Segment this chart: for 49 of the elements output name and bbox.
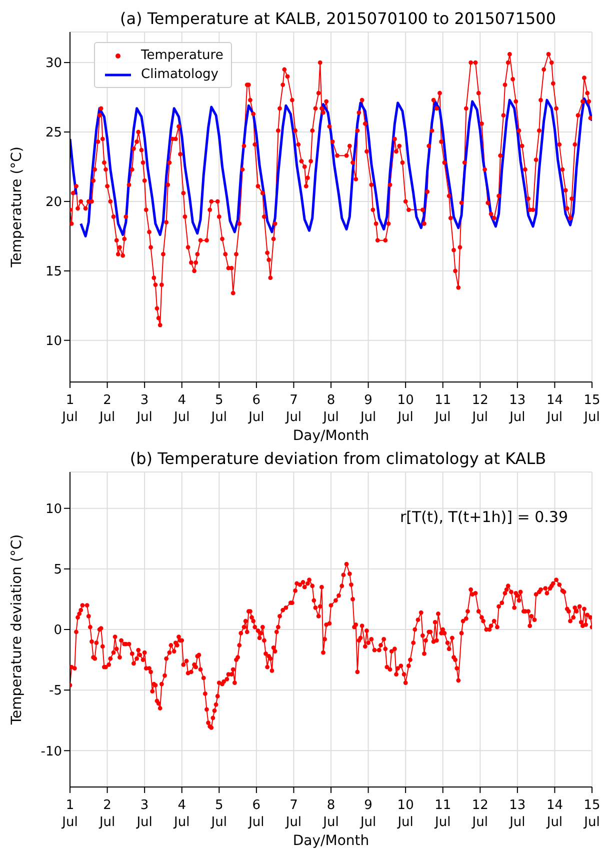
x-tick-label: 12 Jul xyxy=(471,393,488,425)
x-tick-label: 10 Jul xyxy=(396,393,414,425)
x-tick-label: 4 Jul xyxy=(173,798,190,830)
x-tick-label: 11 Jul xyxy=(434,798,452,830)
x-tick-label: 13 Jul xyxy=(508,798,526,830)
y-tick-label: 5 xyxy=(54,562,62,578)
y-tick-label: 10 xyxy=(45,334,62,349)
x-axis-title: Day/Month xyxy=(292,833,370,849)
x-tick-label: 15 Jul xyxy=(583,393,600,425)
x-axis-title: Day/Month xyxy=(292,428,370,444)
x-tick-label: 3 Jul xyxy=(136,798,152,830)
x-tick-label: 8 Jul xyxy=(322,393,339,425)
x-tick-label: 7 Jul xyxy=(284,393,302,425)
x-tick-label: 9 Jul xyxy=(359,393,376,425)
x-tick-label: 3 Jul xyxy=(136,393,152,425)
x-tick-label: 7 Jul xyxy=(284,798,302,830)
legend-label: Climatology xyxy=(141,67,218,82)
y-tick-label: -10 xyxy=(40,744,62,760)
y-tick-label: 0 xyxy=(54,623,62,638)
x-tick-label: 5 Jul xyxy=(210,393,227,425)
y-tick-label: 30 xyxy=(45,56,62,72)
x-tick-label: 14 Jul xyxy=(546,393,563,425)
y-tick-label: 10 xyxy=(45,502,62,517)
x-tick-label: 2 Jul xyxy=(98,798,116,830)
y-tick-label: 25 xyxy=(45,126,62,141)
y-axis-title: Temperature (°C) xyxy=(8,146,25,268)
y-tick-label: 20 xyxy=(45,195,62,210)
x-tick-label: 6 Jul xyxy=(248,393,264,425)
x-tick-label: 2 Jul xyxy=(98,393,116,425)
x-tick-label: 5 Jul xyxy=(210,798,227,830)
chart-title: (b) Temperature deviation from climatology at KALB xyxy=(128,448,548,470)
x-tick-label: 11 Jul xyxy=(434,393,452,425)
annotation: r[T(t), T(t+1h)] = 0.39 xyxy=(400,508,568,526)
y-tick-label: 15 xyxy=(45,264,62,280)
x-tick-label: 13 Jul xyxy=(508,393,526,425)
x-tick-label: 6 Jul xyxy=(248,798,264,830)
x-tick-label: 12 Jul xyxy=(471,798,488,830)
x-tick-label: 14 Jul xyxy=(546,798,563,830)
x-tick-label: 1 Jul xyxy=(61,798,78,830)
chart-title: (a) Temperature at KALB, 2015070100 to 2015071500 xyxy=(118,8,558,30)
legend-label: Temperature xyxy=(141,48,224,63)
y-tick-label: -5 xyxy=(49,684,62,699)
x-tick-label: 15 Jul xyxy=(583,798,600,830)
x-tick-label: 1 Jul xyxy=(61,393,78,425)
x-tick-label: 4 Jul xyxy=(173,393,190,425)
x-tick-label: 8 Jul xyxy=(322,798,339,830)
y-axis-title: Temperature deviation (°C) xyxy=(8,534,25,726)
x-tick-label: 10 Jul xyxy=(396,798,414,830)
x-tick-label: 9 Jul xyxy=(359,798,376,830)
